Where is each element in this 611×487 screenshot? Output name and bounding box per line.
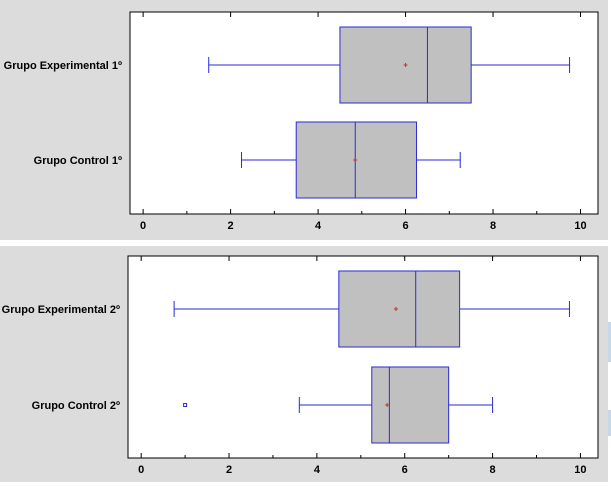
boxplot-chart-2: 0 2 4 6 8 10 Grupo Experimental 2º Grupo Contro… [2,255,599,476]
x-tick-label: 0 [138,464,144,476]
x-tick-label: 4 [314,464,321,476]
x-tick-label: 2 [228,220,234,232]
boxplot-chart-1: 0 2 4 6 8 10 Grupo Experimental 1º Grupo Contro… [4,11,599,232]
x-tick-label: 2 [226,464,232,476]
x-tick-label: 4 [315,220,322,232]
x-tick-label: 6 [402,220,408,232]
category-label: Grupo Experimental 1º [4,60,122,72]
box-iqr [338,270,461,348]
outlier-point [183,403,188,407]
category-label: Grupo Experimental 2º [2,304,120,316]
category-label: Grupo Control 2º [32,400,120,412]
window-edge [608,322,611,362]
box-iqr [371,366,450,444]
x-tick-label: 10 [574,464,586,476]
window-edge [608,410,611,436]
x-tick-label: 0 [140,220,146,232]
category-label: Grupo Control 1º [34,155,122,167]
x-tick-label: 6 [402,464,408,476]
x-tick-label: 8 [490,220,496,232]
chart-panel-2: 0 2 4 6 8 10 Grupo Experimental 2º Grupo Contro… [0,246,608,482]
x-tick-label: 8 [490,464,496,476]
x-tick-label: 10 [574,220,586,232]
chart-panel-1: 0 2 4 6 8 10 Grupo Experimental 1º Grupo Contro… [0,0,608,240]
